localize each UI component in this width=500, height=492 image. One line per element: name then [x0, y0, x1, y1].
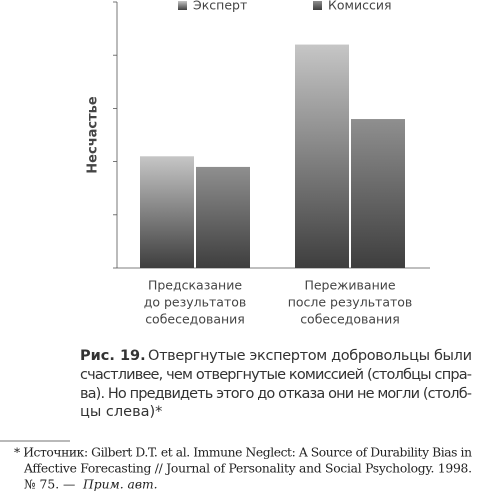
caption-line: счастливее, чем отвергнутые комиссией (с…	[80, 367, 472, 383]
bar	[196, 166, 250, 268]
footnote-line: № 75. —	[24, 478, 75, 492]
footnote-note: Прим. авт.	[82, 478, 158, 492]
caption-line: цы слева)*	[80, 404, 162, 420]
caption-line: Отвергнутые экспертом добровольцы были	[148, 348, 472, 364]
x-tick-label: до результатов	[144, 295, 247, 310]
caption-label: Рис. 19.	[80, 348, 146, 364]
footnote-line: * Источник: Gilbert D.T. et al. Immune N…	[14, 446, 472, 460]
x-tick-label: Предсказание	[148, 278, 242, 293]
bar	[351, 119, 405, 268]
x-tick-label: собеседования	[300, 312, 400, 327]
bar	[295, 44, 349, 269]
y-axis-label: Несчастье	[86, 96, 101, 174]
bar	[140, 156, 194, 268]
legend-swatch	[178, 1, 187, 10]
x-tick-label: собеседования	[145, 312, 245, 327]
legend-label: Эксперт	[193, 0, 247, 13]
legend-swatch	[313, 1, 322, 10]
legend-label: Комиссия	[328, 0, 391, 13]
footnote-line: Affective Forecasting // Journal of Pers…	[23, 462, 472, 476]
x-tick-label: после результатов	[288, 295, 413, 310]
caption-line: ва). Но предвидеть этого до отказа они н…	[80, 386, 472, 402]
x-tick-label: Переживание	[304, 278, 395, 293]
